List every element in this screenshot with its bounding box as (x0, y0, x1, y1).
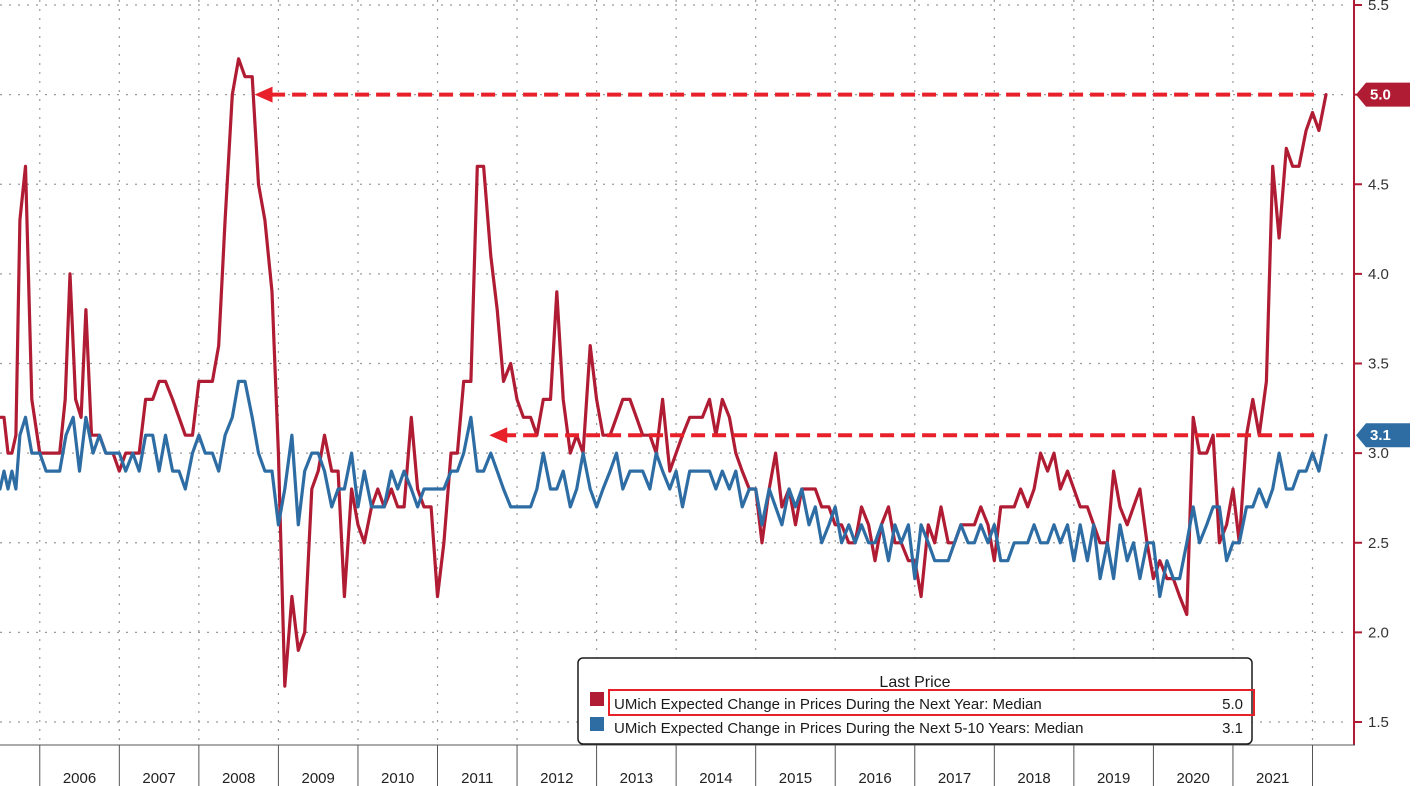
axes: 1.5 2.0 2.5 3.0 3.5 4.0 4.5 5.5 2006 2007 2008 2009… (0, 0, 1389, 786)
x-tick-label: 2021 (1256, 770, 1289, 786)
x-tick-label: 2013 (620, 770, 653, 786)
last-value-badge-label: 5.0 (1370, 87, 1391, 104)
x-tick-label: 2012 (540, 770, 573, 786)
x-tick-label: 2011 (461, 770, 493, 786)
series-line-next-year (0, 57, 1328, 688)
legend-title: Last Price (879, 674, 950, 691)
legend-value-next-year: 5.0 (1222, 696, 1243, 713)
last-value-badges: 5.0 3.1 (1356, 82, 1410, 448)
legend-box (577, 657, 1253, 745)
x-tick-label: 2008 (222, 770, 255, 786)
reference-arrow-head (489, 427, 508, 444)
y-tick-label: 2.5 (1368, 535, 1389, 552)
legend-label-next-year: UMich Expected Change in Prices During t… (614, 696, 1042, 713)
legend-label-5-10-years: UMich Expected Change in Prices During t… (614, 720, 1083, 737)
x-tick-label: 2016 (858, 770, 891, 786)
legend-swatch-5-10-years (590, 717, 604, 731)
y-tick-label: 2.0 (1368, 624, 1389, 641)
y-tick-label: 4.0 (1368, 266, 1389, 283)
legend-swatch-next-year (590, 692, 604, 706)
x-tick-label: 2018 (1017, 770, 1050, 786)
last-value-badge (1356, 82, 1410, 107)
reference-arrow-head (254, 86, 273, 103)
x-tick-label: 2019 (1097, 770, 1130, 786)
series-line-5-10-years (0, 379, 1328, 599)
y-tick-label: 3.0 (1368, 445, 1389, 462)
x-tick-label: 2006 (63, 770, 96, 786)
x-tick-label: 2014 (699, 770, 732, 786)
reference-arrows (254, 86, 1315, 444)
series-lines (0, 57, 1328, 688)
x-tick-label: 2009 (301, 770, 334, 786)
y-tick-label: 4.5 (1368, 176, 1389, 193)
y-tick-label: 1.5 (1368, 714, 1389, 731)
legend-value-5-10-years: 3.1 (1222, 720, 1243, 737)
last-value-badge-label: 3.1 (1370, 427, 1391, 444)
last-value-badge (1356, 423, 1410, 448)
x-tick-label: 2015 (779, 770, 812, 786)
y-tick-label: 5.5 (1368, 0, 1389, 14)
x-tick-label: 2020 (1176, 770, 1209, 786)
x-tick-label: 2010 (381, 770, 414, 786)
legend: Last Price UMich Expected Change in Pric… (577, 657, 1255, 745)
x-tick-label: 2007 (142, 770, 175, 786)
legend-highlight-box (608, 689, 1255, 716)
x-tick-label: 2017 (938, 770, 971, 786)
y-tick-label: 3.5 (1368, 356, 1389, 373)
